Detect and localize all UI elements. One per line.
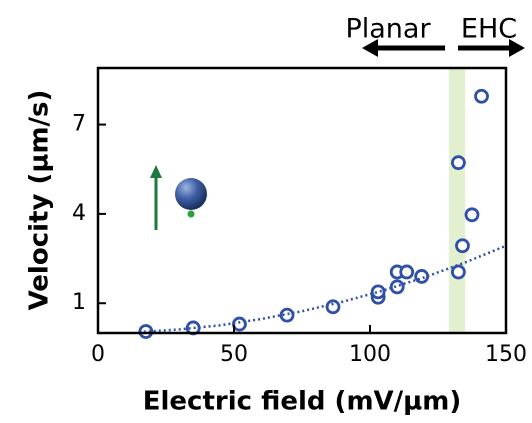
regime-arrow-head xyxy=(362,39,378,57)
data-point xyxy=(279,307,295,323)
data-point xyxy=(414,269,430,284)
data-point xyxy=(389,279,405,295)
x-tick-label: 0 xyxy=(91,342,105,367)
regime-label: EHC xyxy=(461,14,517,45)
x-tick-label: 150 xyxy=(485,342,527,367)
x-axis-label: Electric field (mV/µm) xyxy=(143,387,462,417)
icon-dot xyxy=(187,210,195,218)
data-point xyxy=(474,88,489,104)
data-point xyxy=(399,264,415,280)
regime-label: Planar xyxy=(345,14,431,45)
icon-particle xyxy=(175,178,207,210)
regime-band xyxy=(448,68,466,333)
data-point xyxy=(464,207,480,223)
data-point xyxy=(325,299,341,315)
y-tick-label: 1 xyxy=(72,290,86,315)
data-point xyxy=(370,284,386,300)
plot-area xyxy=(138,68,507,339)
regime-arrow-head xyxy=(509,39,525,57)
data-point xyxy=(455,238,470,254)
data-point xyxy=(450,264,466,280)
icon-arrow-head xyxy=(150,165,162,178)
y-tick-label: 7 xyxy=(72,112,86,137)
data-point xyxy=(450,155,466,171)
data-point xyxy=(232,316,247,332)
axes-frame xyxy=(96,66,508,335)
y-axis-label: Velocity (µm/s) xyxy=(25,90,55,311)
x-tick-label: 100 xyxy=(349,342,391,367)
fit-curve xyxy=(138,244,507,334)
x-tick-label: 50 xyxy=(220,342,248,367)
y-tick-label: 4 xyxy=(72,201,86,226)
